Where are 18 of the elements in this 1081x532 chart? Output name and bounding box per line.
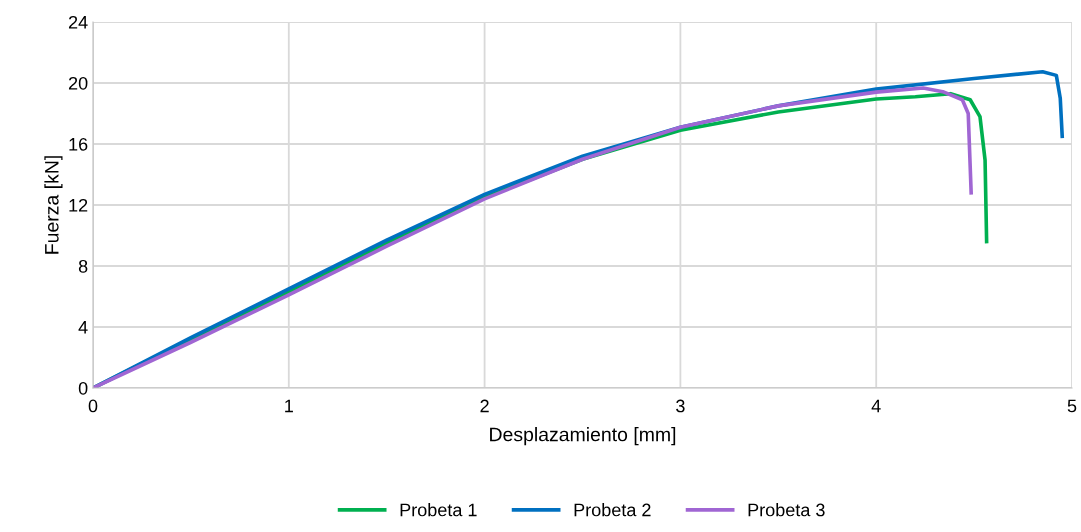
- legend-label: Probeta 1: [400, 503, 477, 517]
- y-tick-label: 16: [69, 137, 88, 151]
- y-tick-label: 4: [78, 321, 88, 334]
- x-tick-label: 0: [88, 399, 98, 413]
- x-tick-label: 5: [1067, 399, 1077, 413]
- x-axis-title: Desplazamiento [mm]: [490, 427, 676, 446]
- x-tick-label: 1: [285, 399, 293, 413]
- x-tick-label: 4: [871, 399, 881, 413]
- y-tick-label: 12: [69, 198, 88, 212]
- x-tick-label: 3: [676, 399, 685, 413]
- y-tick-label: 8: [78, 259, 88, 273]
- y-tick-label: 24: [68, 15, 88, 29]
- legend-label: Probeta 2: [574, 503, 651, 517]
- x-tick-label: 2: [480, 399, 489, 413]
- legend-label: Probeta 3: [748, 503, 825, 517]
- y-tick-label: 0: [78, 381, 88, 395]
- y-tick-label: 20: [68, 76, 88, 90]
- y-axis-title: Fuerza [kN]: [44, 156, 63, 254]
